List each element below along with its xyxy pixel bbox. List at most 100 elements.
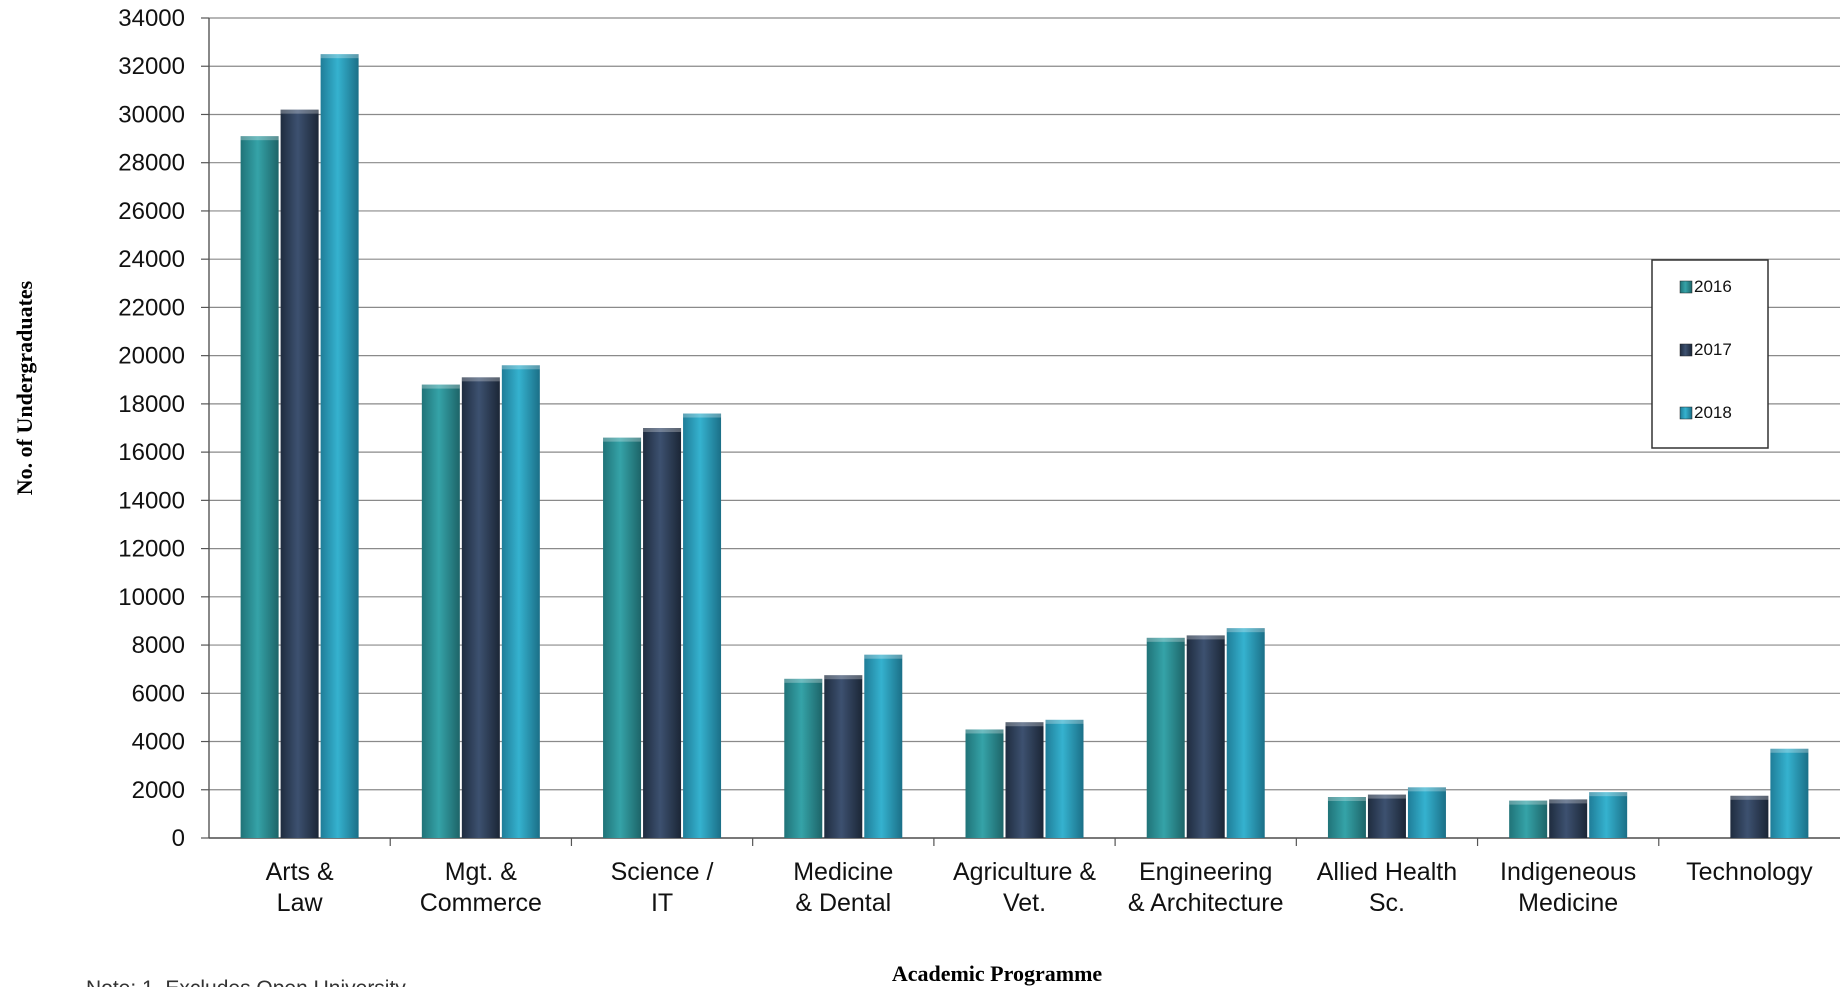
bar-top-highlight (1509, 800, 1548, 805)
bar-2016 (784, 678, 823, 838)
bar-2018 (1045, 719, 1084, 838)
y-tick-label: 34000 (118, 5, 185, 32)
bar-2018 (864, 654, 903, 838)
y-tick-label: 4000 (132, 729, 185, 756)
y-tick-label: 32000 (118, 53, 185, 80)
x-category-labels: Arts & Law Mgt. & Commerce Science / IT Medici… (266, 858, 1814, 917)
bar-2017 (1730, 795, 1769, 838)
bar-top-highlight (1186, 635, 1225, 640)
x-category-label: Science / (611, 858, 714, 886)
bar-2018 (1407, 787, 1446, 838)
x-category-label: IT (651, 889, 673, 917)
legend-label-2017: 2017 (1694, 340, 1732, 359)
y-tick-label: 0 (172, 825, 185, 852)
x-category-label: Medicine (793, 858, 893, 886)
bar-top-highlight (501, 365, 540, 370)
bar-2017 (1549, 799, 1588, 838)
bar-top-highlight (421, 384, 460, 389)
bar-2017 (280, 109, 319, 839)
legend-label-2018: 2018 (1694, 403, 1732, 422)
bar-2017 (1367, 794, 1406, 838)
legend-box (1651, 259, 1769, 449)
y-tick-label: 20000 (118, 343, 185, 370)
y-tick-label: 18000 (118, 391, 185, 418)
y-tick-label: 14000 (118, 487, 185, 514)
bar-top-highlight (461, 377, 500, 382)
bar-2016 (1509, 800, 1548, 838)
bar-top-highlight (240, 136, 279, 141)
legend-swatch-2018 (1679, 406, 1693, 420)
bar-2016 (965, 729, 1004, 838)
legend-label-2016: 2016 (1694, 277, 1732, 296)
y-tick-label: 22000 (118, 294, 185, 321)
bar-top-highlight (965, 729, 1004, 734)
bar-top-highlight (784, 678, 823, 683)
x-category-label: & Dental (795, 889, 891, 917)
bar-2018 (501, 365, 540, 838)
y-tick-label: 28000 (118, 150, 185, 177)
bar-2018 (1770, 748, 1809, 838)
y-tick-label: 30000 (118, 101, 185, 128)
bar-top-highlight (1327, 797, 1366, 801)
x-category-label: Vet. (1003, 889, 1046, 917)
bar-top-highlight (1407, 787, 1446, 792)
bar-2017 (1005, 722, 1044, 838)
y-tick-label: 8000 (132, 632, 185, 659)
bar-top-highlight (683, 413, 722, 418)
bar-top-highlight (1367, 794, 1406, 799)
bar-top-highlight (643, 428, 682, 432)
bar-2016 (1327, 797, 1366, 838)
bar-2016 (1146, 637, 1185, 838)
bar-2016 (421, 384, 460, 838)
bar-2018 (320, 54, 359, 839)
x-category-label: Commerce (420, 889, 542, 917)
y-tick-label: 12000 (118, 536, 185, 563)
bar-top-highlight (824, 675, 863, 680)
y-tick-label: 2000 (132, 777, 185, 804)
bar-top-highlight (1005, 722, 1044, 727)
bar-top-highlight (280, 109, 319, 114)
x-category-label: Engineering (1139, 858, 1272, 886)
y-tick-label: 26000 (118, 198, 185, 225)
bar-2017 (824, 675, 863, 838)
bar-top-highlight (603, 437, 642, 442)
legend: 2016 2017 2018 (1651, 259, 1769, 449)
y-tick-label: 16000 (118, 439, 185, 466)
bar-2017 (643, 428, 682, 838)
bar-2017 (1186, 635, 1225, 838)
bars (240, 54, 1809, 839)
bar-top-highlight (1589, 792, 1628, 797)
bar-top-highlight (1549, 799, 1588, 804)
x-category-label: & Architecture (1128, 889, 1284, 917)
bar-2016 (240, 136, 279, 839)
bar-2018 (1589, 792, 1628, 838)
y-tick-label: 24000 (118, 246, 185, 273)
x-category-label: Allied Health (1317, 858, 1457, 886)
x-category-label: Mgt. & (445, 858, 518, 886)
bar-2017 (461, 377, 500, 838)
x-category-label: Agriculture & (953, 858, 1096, 886)
y-tick-label: 6000 (132, 680, 185, 707)
x-category-label: Indigeneous (1500, 858, 1636, 886)
bar-top-highlight (864, 654, 903, 659)
bar-2016 (603, 437, 642, 838)
bar-top-highlight (320, 54, 359, 59)
x-category-label: Arts & (266, 858, 334, 886)
bar-top-highlight (1770, 748, 1809, 753)
x-axis-title: Academic Programme (892, 961, 1103, 986)
x-category-label: Technology (1686, 858, 1813, 886)
bar-2018 (1226, 628, 1265, 838)
bar-top-highlight (1146, 637, 1185, 642)
bar-top-highlight (1226, 628, 1265, 633)
bar-top-highlight (1730, 795, 1769, 800)
bar-top-highlight (1045, 719, 1084, 724)
legend-swatch-2016 (1679, 280, 1693, 294)
x-category-label: Medicine (1518, 889, 1618, 917)
y-tick-label: 10000 (118, 584, 185, 611)
bar-2018 (683, 413, 722, 838)
y-axis-title: No. of Undergraduates (12, 280, 37, 495)
chart-note: Note: 1. Excludes Open University (86, 977, 406, 987)
x-category-label: Sc. (1369, 889, 1405, 917)
